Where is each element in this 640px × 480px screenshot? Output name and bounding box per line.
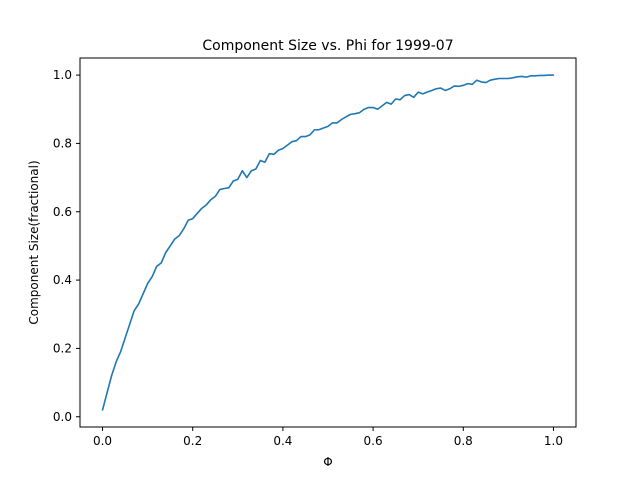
- x-tick-label: 0.8: [454, 434, 473, 448]
- x-axis: 0.0 0.2 0.4 0.6 0.8 1.0: [93, 427, 563, 448]
- y-axis-label: Component Size(fractional): [27, 160, 41, 324]
- y-axis: 0.0 0.2 0.4 0.6 0.8 1.0: [53, 68, 80, 424]
- plot-frame: [79, 57, 577, 428]
- x-tick-label: 0.0: [93, 434, 112, 448]
- chart-title: Component Size vs. Phi for 1999-07: [202, 38, 453, 54]
- x-tick-label: 1.0: [544, 434, 563, 448]
- x-axis-label: Φ: [323, 455, 332, 469]
- y-tick-label: 1.0: [53, 68, 72, 82]
- y-tick-label: 0.8: [53, 136, 72, 150]
- x-tick-label: 0.4: [273, 434, 292, 448]
- y-tick-label: 0.2: [53, 341, 72, 355]
- x-tick-label: 0.6: [364, 434, 383, 448]
- x-tick-label: 0.2: [183, 434, 202, 448]
- y-tick-label: 0.0: [53, 410, 72, 424]
- y-tick-label: 0.6: [53, 205, 72, 219]
- series-line: [101, 74, 555, 411]
- y-tick-label: 0.4: [53, 273, 72, 287]
